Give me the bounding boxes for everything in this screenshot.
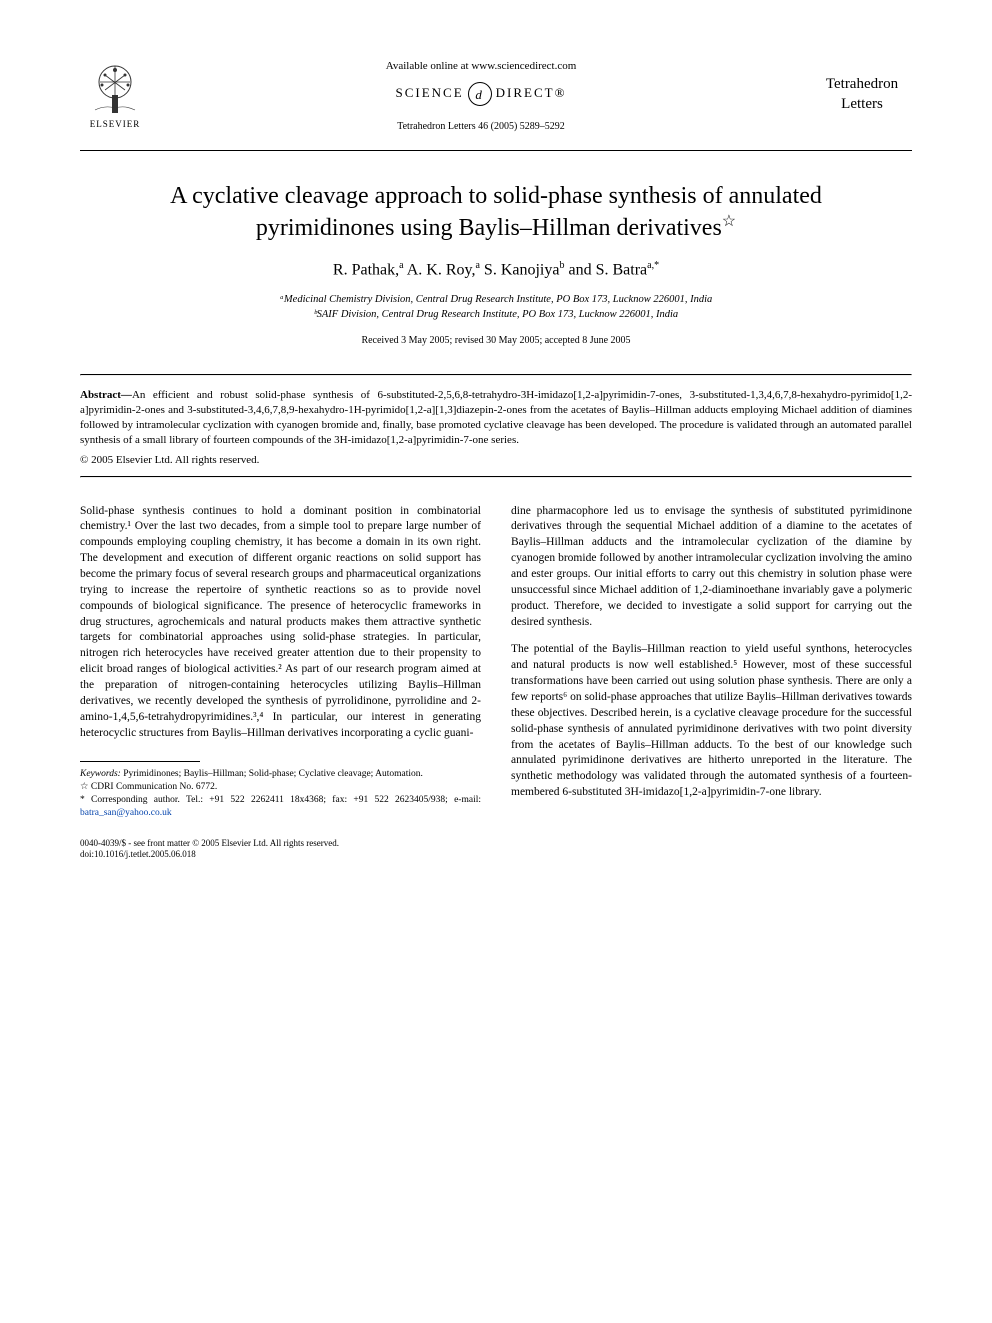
- publisher-name: ELSEVIER: [90, 119, 141, 129]
- sciencedirect-logo: SCIENCE d DIRECT®: [170, 82, 792, 106]
- title-line2: pyrimidinones using Baylis–Hillman deriv…: [256, 215, 722, 241]
- abstract-lead: Abstract—: [80, 389, 132, 401]
- journal-reference: Tetrahedron Letters 46 (2005) 5289–5292: [170, 121, 792, 132]
- journal-name-line1: Tetrahedron: [812, 75, 912, 95]
- header: ELSEVIER Available online at www.science…: [80, 60, 912, 140]
- sd-right: DIRECT®: [496, 85, 567, 100]
- footer-line2: doi:10.1016/j.tetlet.2005.06.018: [80, 849, 912, 861]
- affiliations: ᵃMedicinal Chemistry Division, Central D…: [80, 292, 912, 324]
- author-2: A. K. Roy,: [407, 262, 476, 279]
- body-col2-p1: dine pharmacophore led us to envisage th…: [511, 504, 912, 631]
- affiliation-a: ᵃMedicinal Chemistry Division, Central D…: [80, 292, 912, 308]
- author-1-affil: a: [399, 260, 403, 271]
- keywords-label: Keywords:: [80, 769, 121, 779]
- abstract-body: An efficient and robust solid-phase synt…: [80, 389, 912, 446]
- body-col2-p2: The potential of the Baylis–Hillman reac…: [511, 642, 912, 801]
- footer: 0040-4039/$ - see front matter © 2005 El…: [80, 838, 912, 861]
- title-line1: A cyclative cleavage approach to solid-p…: [170, 183, 822, 209]
- article-title: A cyclative cleavage approach to solid-p…: [80, 181, 912, 244]
- elsevier-tree-icon: [90, 60, 140, 115]
- journal-name-box: Tetrahedron Letters: [812, 60, 912, 114]
- corr-text: * Corresponding author. Tel.: +91 522 22…: [80, 795, 481, 805]
- center-header: Available online at www.sciencedirect.co…: [150, 60, 812, 132]
- copyright: © 2005 Elsevier Ltd. All rights reserved…: [80, 454, 912, 466]
- author-4: and S. Batra: [568, 262, 647, 279]
- author-1: R. Pathak,: [333, 262, 399, 279]
- column-right: dine pharmacophore led us to envisage th…: [511, 504, 912, 820]
- author-3-affil: b: [559, 260, 564, 271]
- footnotes: Keywords: Pyrimidinones; Baylis–Hillman;…: [80, 768, 481, 819]
- corresponding-author-footnote: * Corresponding author. Tel.: +91 522 22…: [80, 794, 481, 820]
- abstract-rule-top: [80, 374, 912, 376]
- column-left: Solid-phase synthesis continues to hold …: [80, 504, 481, 820]
- authors: R. Pathak,a A. K. Roy,a S. Kanojiyab and…: [80, 260, 912, 279]
- article-dates: Received 3 May 2005; revised 30 May 2005…: [80, 335, 912, 346]
- corr-email[interactable]: batra_san@yahoo.co.uk: [80, 808, 172, 818]
- sd-left: SCIENCE: [396, 85, 464, 100]
- abstract: Abstract—An efficient and robust solid-p…: [80, 388, 912, 447]
- title-footnote-star: ☆: [722, 213, 736, 230]
- journal-name-line2: Letters: [812, 95, 912, 115]
- abstract-rule-bottom: [80, 476, 912, 478]
- publisher-logo: ELSEVIER: [80, 60, 150, 140]
- body-columns: Solid-phase synthesis continues to hold …: [80, 504, 912, 820]
- header-rule: [80, 150, 912, 151]
- affiliation-b: ᵇSAIF Division, Central Drug Research In…: [80, 307, 912, 323]
- footer-line1: 0040-4039/$ - see front matter © 2005 El…: [80, 838, 912, 850]
- body-col1-p1: Solid-phase synthesis continues to hold …: [80, 504, 481, 742]
- footnotes-rule: [80, 761, 200, 762]
- sd-at-icon: d: [468, 82, 492, 106]
- communication-footnote: ☆ CDRI Communication No. 6772.: [80, 781, 481, 794]
- keywords-line: Keywords: Pyrimidinones; Baylis–Hillman;…: [80, 768, 481, 781]
- author-4-affil: a,*: [647, 260, 659, 271]
- available-online-line: Available online at www.sciencedirect.co…: [170, 60, 792, 72]
- author-2-affil: a: [475, 260, 479, 271]
- author-3: S. Kanojiya: [484, 262, 560, 279]
- keywords-text: Pyrimidinones; Baylis–Hillman; Solid-pha…: [121, 769, 423, 779]
